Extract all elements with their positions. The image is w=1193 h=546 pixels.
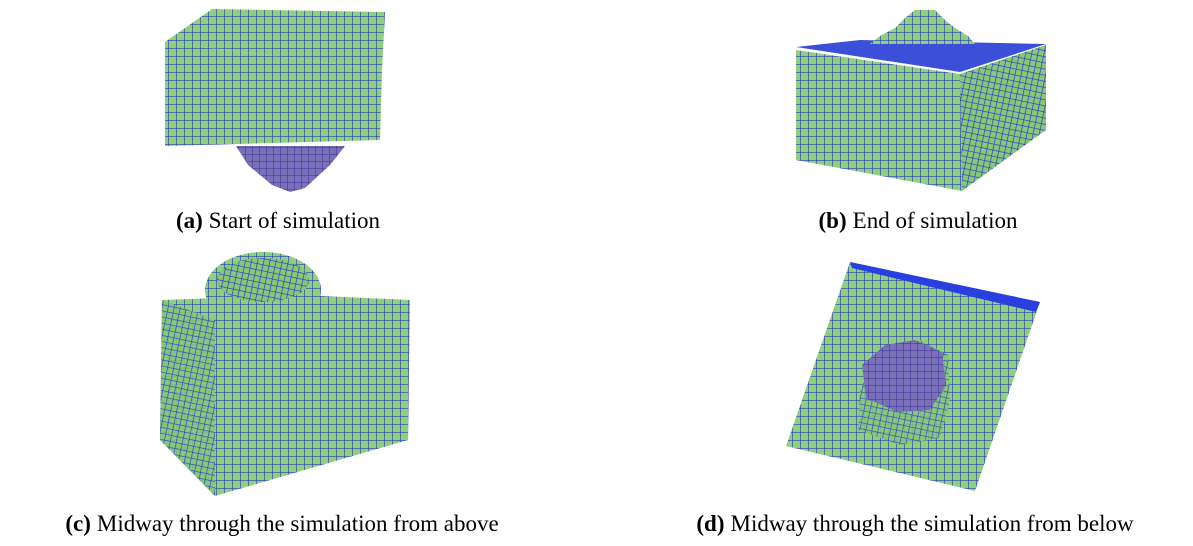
caption-label: (b) <box>819 208 847 233</box>
caption-label: (c) <box>65 511 91 536</box>
caption-label: (d) <box>696 511 724 536</box>
caption-text: End of simulation <box>853 208 1018 233</box>
page: (a)Start of simulation (b)End of simulat… <box>0 0 1193 546</box>
caption-text: Start of simulation <box>209 208 380 233</box>
mesh-c <box>160 252 410 496</box>
caption-text: Midway through the simulation from below <box>731 511 1134 536</box>
figure-graphics <box>0 0 1193 546</box>
mesh-b <box>796 10 1046 191</box>
caption-d: (d) Midway through the simulation from be… <box>696 511 1133 537</box>
caption-label: (a) <box>176 208 203 233</box>
mesh-d <box>786 262 1040 491</box>
mesh-a <box>165 9 385 192</box>
caption-b: (b)End of simulation <box>819 208 1018 234</box>
caption-a: (a)Start of simulation <box>176 208 380 234</box>
caption-c: (c)Midway through the simulation from ab… <box>65 511 498 537</box>
caption-text: Midway through the simulation from above <box>97 511 499 536</box>
